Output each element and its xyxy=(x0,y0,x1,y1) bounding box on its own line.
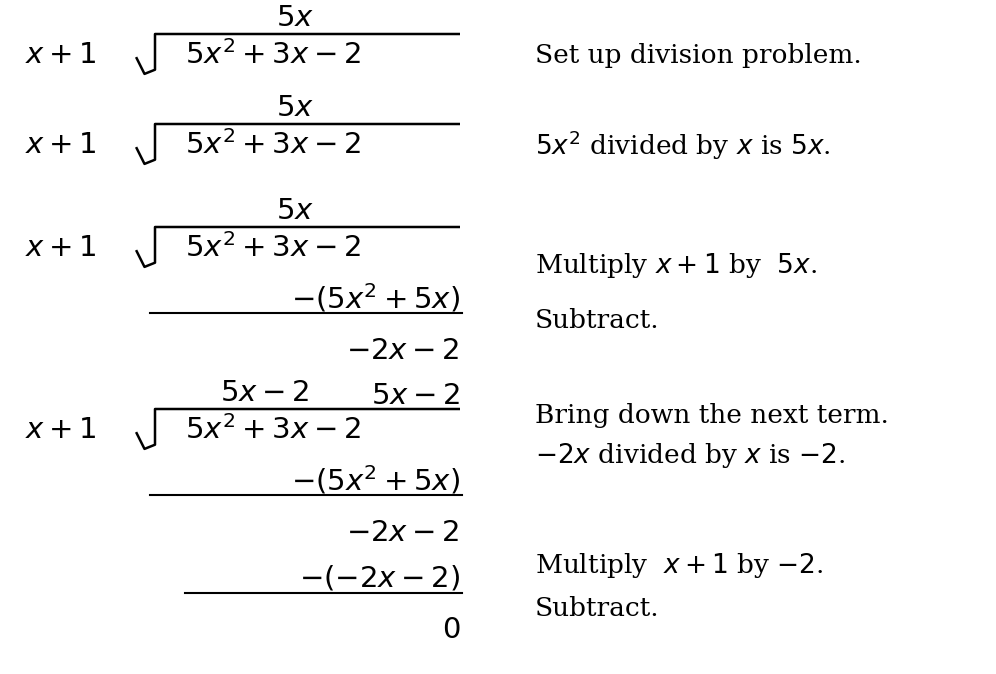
Text: $5x^2$ divided by $x$ is $5x$.: $5x^2$ divided by $x$ is $5x$. xyxy=(535,128,831,162)
Text: $5x$: $5x$ xyxy=(276,94,314,122)
Text: Multiply $x + 1$ by  $5x$.: Multiply $x + 1$ by $5x$. xyxy=(535,251,817,280)
Text: $x + 1$: $x + 1$ xyxy=(25,131,97,159)
Text: Set up division problem.: Set up division problem. xyxy=(535,42,862,67)
Text: $x + 1$: $x + 1$ xyxy=(25,234,97,262)
Text: Subtract.: Subtract. xyxy=(535,596,659,621)
Text: $5x - 2$: $5x - 2$ xyxy=(371,382,460,410)
Text: $-(5x^2 + 5x)$: $-(5x^2 + 5x)$ xyxy=(291,464,460,497)
Text: $x + 1$: $x + 1$ xyxy=(25,41,97,69)
Text: $-2x - 2$: $-2x - 2$ xyxy=(347,519,460,547)
Text: $5x$: $5x$ xyxy=(276,4,314,32)
Text: $5x - 2$: $5x - 2$ xyxy=(220,379,310,407)
Text: $5x^2 + 3x - 2$: $5x^2 + 3x - 2$ xyxy=(185,415,361,445)
Text: $5x^2 + 3x - 2$: $5x^2 + 3x - 2$ xyxy=(185,233,361,263)
Text: $-(5x^2 + 5x)$: $-(5x^2 + 5x)$ xyxy=(291,282,460,315)
Text: $-2x$ divided by $x$ is $-2$.: $-2x$ divided by $x$ is $-2$. xyxy=(535,441,846,470)
Text: $5x^2 + 3x - 2$: $5x^2 + 3x - 2$ xyxy=(185,40,361,70)
Text: Bring down the next term.: Bring down the next term. xyxy=(535,402,888,427)
Text: $5x^2 + 3x - 2$: $5x^2 + 3x - 2$ xyxy=(185,130,361,160)
Text: $x + 1$: $x + 1$ xyxy=(25,416,97,444)
Text: $0$: $0$ xyxy=(441,616,460,644)
Text: Subtract.: Subtract. xyxy=(535,307,659,332)
Text: $5x$: $5x$ xyxy=(276,197,314,225)
Text: $-(-2x - 2)$: $-(-2x - 2)$ xyxy=(299,563,460,592)
Text: $-2x - 2$: $-2x - 2$ xyxy=(347,337,460,365)
Text: Multiply  $x + 1$ by $-2$.: Multiply $x + 1$ by $-2$. xyxy=(535,551,824,580)
